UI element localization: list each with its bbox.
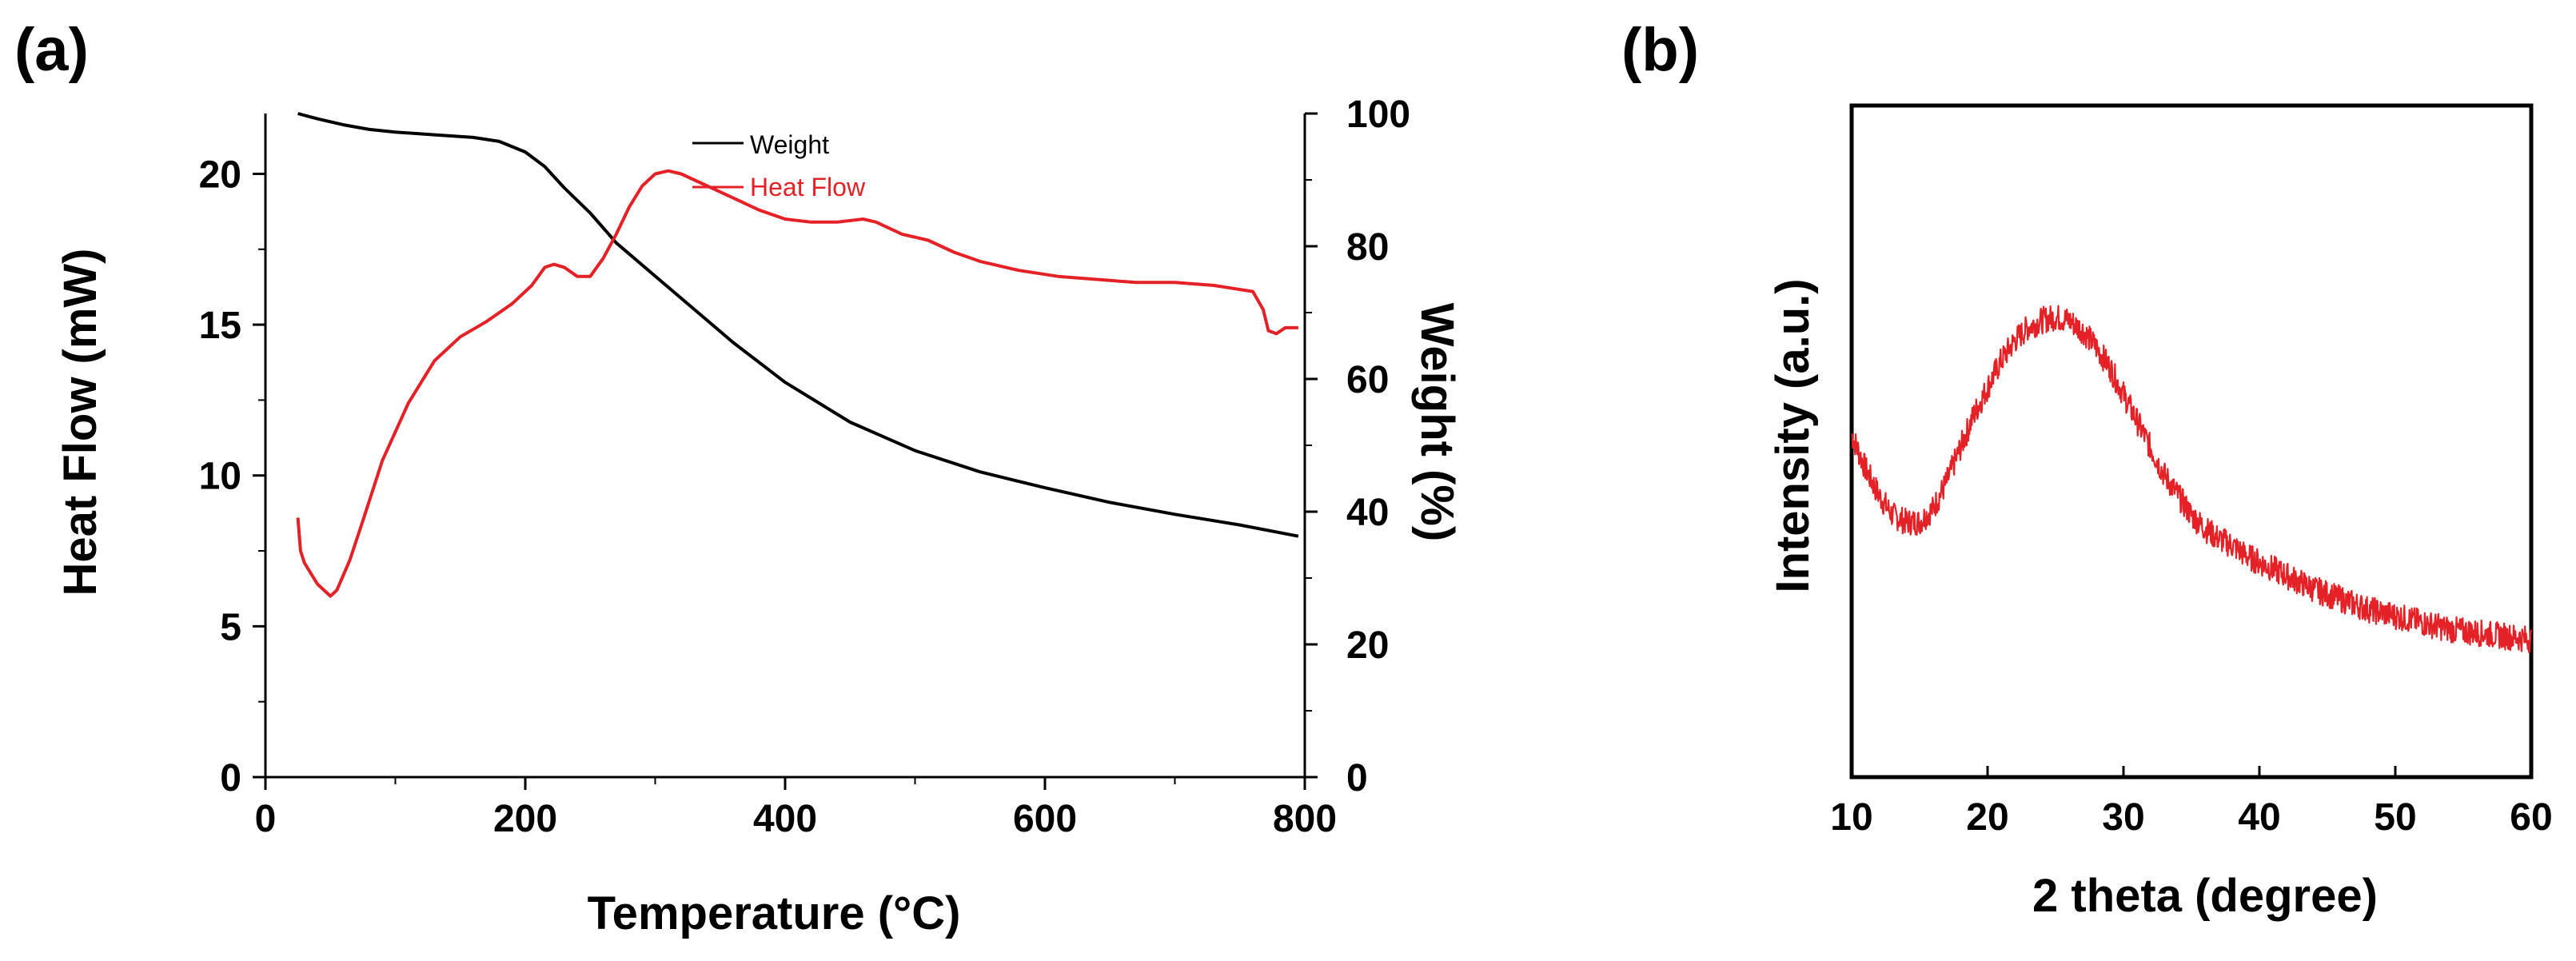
x-tick-label: 400 [753, 798, 817, 840]
right-y-tick-label: 100 [1346, 94, 1410, 136]
heat-flow-line [296, 169, 1298, 598]
plot-frame [1849, 103, 2534, 780]
left-y-tick-label: 5 [220, 606, 241, 648]
tga-left-axis-title: Heat Flow (mW) [54, 249, 106, 596]
x-tick-label: 30 [2102, 796, 2144, 839]
xrd-axes [1849, 103, 2534, 780]
right-y-tick-label: 40 [1346, 492, 1389, 534]
panel-a-label: (a) [14, 16, 89, 84]
x-tick-label: 60 [2510, 796, 2552, 839]
xrd-x-axis-title: 2 theta (degree) [2032, 870, 2378, 922]
left-y-tick-label: 0 [220, 757, 241, 800]
legend-heatflow-label: Heat Flow [750, 173, 866, 201]
xrd-y-axis-title: Intensity (a.u.) [1767, 278, 1819, 592]
x-tick-label: 800 [1273, 798, 1337, 840]
tga-series [296, 112, 1299, 598]
left-y-tick-label: 15 [199, 305, 241, 347]
x-tick-label: 50 [2374, 796, 2416, 839]
x-tick-label: 200 [493, 798, 557, 840]
right-y-tick-label: 20 [1346, 624, 1389, 667]
x-tick-label: 0 [255, 798, 277, 840]
weight-line [297, 112, 1299, 538]
tga-axes [264, 114, 1306, 779]
legend-weight-label: Weight [750, 130, 829, 159]
panel-b-label: (b) [1621, 16, 1699, 84]
x-tick-label: 40 [2238, 796, 2280, 839]
xrd-ticks: 10 20 30 40 50 60 [1830, 766, 2553, 839]
x-tick-label: 20 [1966, 796, 2008, 839]
left-y-tick-label: 20 [199, 154, 241, 196]
x-tick-label: 600 [1013, 798, 1077, 840]
xrd-series [1851, 305, 2533, 653]
tga-x-axis-title: Temperature (°C) [588, 887, 961, 939]
right-y-tick-label: 60 [1346, 359, 1389, 401]
xrd-chart: (b) 10 20 30 40 50 60 2 theta (degree) Intens… [1621, 16, 2553, 922]
x-tick-label: 10 [1830, 796, 1872, 839]
right-y-tick-label: 80 [1346, 226, 1389, 269]
tga-right-axis-title: Weight (%) [1411, 303, 1463, 542]
xrd-pattern-line [1851, 305, 2533, 653]
tga-legend: Weight Heat Flow [692, 130, 866, 201]
left-y-tick-label: 10 [199, 456, 241, 498]
right-y-tick-label: 0 [1346, 757, 1368, 800]
